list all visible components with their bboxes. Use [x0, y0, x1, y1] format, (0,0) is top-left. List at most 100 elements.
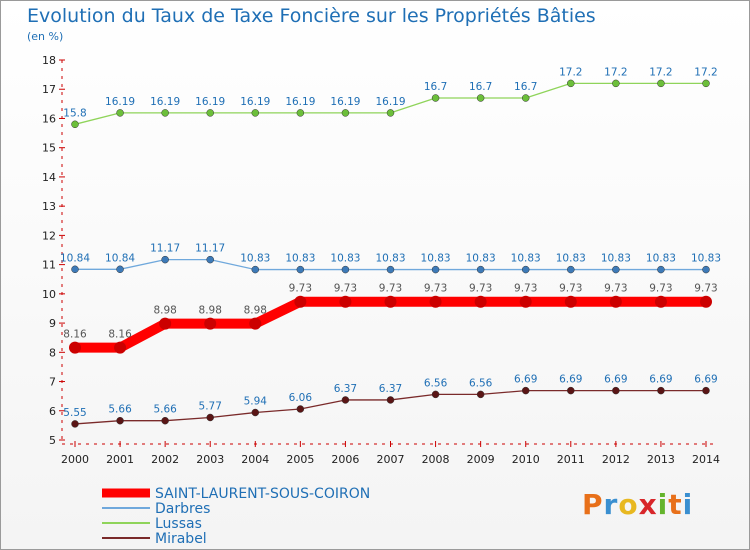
data-point [612, 265, 620, 274]
y-tick-label: 8 [49, 346, 56, 359]
data-label: 6.69 [559, 374, 582, 386]
data-point [657, 265, 665, 274]
x-tick-label: 2001 [106, 453, 134, 466]
data-point [519, 295, 532, 308]
y-tick-label: 10 [42, 288, 56, 301]
data-label: 10.83 [556, 253, 586, 265]
data-point [384, 295, 397, 308]
data-label: 6.56 [424, 377, 448, 389]
data-label: 16.7 [514, 81, 537, 93]
data-point [476, 94, 485, 102]
x-tick-label: 2005 [286, 453, 314, 466]
data-label: 9.73 [514, 283, 537, 295]
data-label: 16.19 [195, 96, 225, 108]
data-point [341, 396, 350, 404]
data-point [251, 265, 260, 274]
data-label: 8.98 [199, 305, 222, 317]
data-label: 16.19 [375, 96, 405, 108]
data-label: 11.17 [150, 243, 180, 255]
data-label: 10.83 [285, 253, 315, 265]
logo-letter: t [668, 488, 683, 521]
data-point [296, 265, 305, 274]
data-point [386, 109, 395, 117]
x-tick-label: 2000 [61, 453, 89, 466]
legend-label-mirabel: Mirabel [155, 531, 207, 547]
data-label: 16.19 [105, 96, 135, 108]
data-label: 17.2 [559, 66, 582, 78]
x-tick-label: 2006 [331, 453, 359, 466]
data-point [429, 295, 442, 308]
data-point [114, 341, 127, 354]
data-point [116, 109, 124, 117]
y-tick-label: 12 [42, 229, 56, 242]
data-point [564, 295, 577, 308]
y-tick-label: 9 [49, 317, 56, 330]
data-label: 8.16 [63, 329, 87, 341]
data-label: 9.73 [604, 283, 627, 295]
y-tick-label: 15 [42, 142, 56, 155]
data-point [116, 416, 124, 425]
data-label: 8.98 [244, 305, 267, 317]
data-label: 6.69 [604, 374, 627, 386]
data-label: 8.98 [153, 305, 176, 317]
data-point [204, 317, 217, 330]
data-point [341, 265, 350, 274]
data-point [161, 416, 169, 425]
data-label: 9.73 [289, 283, 312, 295]
data-label: 9.73 [694, 283, 717, 295]
x-tick-label: 2013 [647, 453, 675, 466]
data-point [206, 413, 214, 422]
data-point [161, 255, 169, 264]
data-point [521, 265, 530, 274]
data-point [431, 390, 440, 399]
y-tick-label: 13 [42, 200, 56, 213]
data-point [654, 295, 667, 308]
data-label: 15.8 [63, 107, 86, 119]
data-label: 11.17 [195, 243, 225, 255]
data-label: 6.06 [289, 392, 313, 404]
data-label: 5.55 [63, 407, 86, 419]
data-label: 8.16 [108, 329, 132, 341]
data-label: 10.83 [511, 253, 541, 265]
data-point [386, 396, 395, 404]
data-point [567, 386, 575, 395]
data-point [339, 295, 352, 308]
data-label: 10.83 [646, 253, 676, 265]
data-point [657, 386, 665, 395]
data-point [71, 120, 79, 129]
chart-title: Evolution du Taux de Taxe Foncière sur l… [27, 5, 596, 27]
data-label: 6.37 [334, 383, 357, 395]
data-point [116, 265, 124, 274]
data-label: 17.2 [649, 66, 672, 78]
data-label: 6.56 [469, 377, 493, 389]
data-point [612, 386, 620, 395]
data-point [567, 265, 575, 274]
logo-letter: i [657, 488, 669, 521]
data-label: 10.83 [421, 253, 451, 265]
y-tick-label: 6 [49, 405, 56, 418]
logo-letter: r [603, 488, 619, 521]
data-label: 10.83 [601, 253, 631, 265]
data-label: 17.2 [694, 66, 717, 78]
data-label: 9.73 [334, 283, 357, 295]
data-point [251, 109, 260, 117]
y-tick-label: 16 [42, 112, 56, 125]
data-label: 16.19 [150, 96, 180, 108]
data-point [206, 109, 214, 117]
y-tick-label: 18 [42, 54, 56, 67]
logo-letter: P [582, 488, 604, 521]
data-label: 10.83 [375, 253, 405, 265]
data-label: 10.84 [60, 252, 90, 264]
x-tick-label: 2003 [196, 453, 224, 466]
data-label: 6.69 [694, 374, 717, 386]
data-label: 9.73 [649, 283, 672, 295]
data-point [69, 341, 81, 354]
chart-subtitle: (en %) [27, 30, 64, 43]
series-darbres: 10.84 10.84 11.17 11.17 10.83 10.83 10.83 10.83… [60, 243, 721, 274]
data-point [612, 79, 620, 88]
legend: SAINT-LAURENT-SOUS-COIRONDarbresLussasMi… [102, 486, 370, 547]
data-point [159, 317, 172, 330]
data-point [474, 295, 487, 308]
logo-letter: x [638, 488, 658, 521]
